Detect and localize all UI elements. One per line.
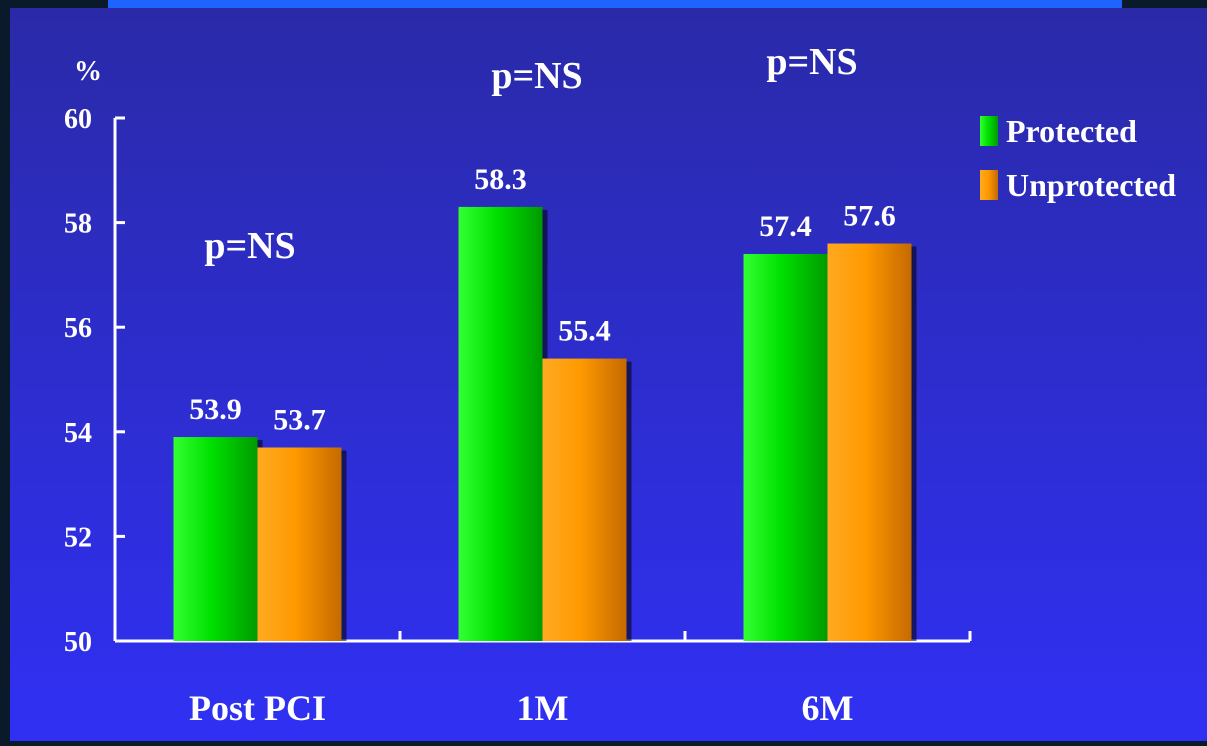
data-label: 53.7 (273, 403, 326, 436)
p-value-annotation: p=NS (766, 41, 857, 83)
data-label: 55.4 (558, 315, 611, 348)
bar-unprotected (542, 358, 627, 641)
legend-label: Unprotected (1006, 167, 1176, 203)
bar-protected (743, 253, 828, 642)
x-category-label: 6M (802, 688, 854, 728)
y-tick-label: 52 (64, 522, 92, 553)
x-category-label: Post PCI (189, 688, 326, 728)
legend: Protected Unprotected (980, 113, 1176, 203)
y-tick-label: 56 (64, 313, 92, 344)
x-category-label: 1M (517, 688, 569, 728)
p-value-annotation: p=NS (491, 55, 582, 97)
data-label: 57.4 (759, 210, 812, 243)
bar-protected (173, 437, 258, 641)
y-axis-label: % (74, 56, 102, 87)
y-tick-label: 58 (64, 209, 92, 240)
bars (173, 206, 917, 642)
p-value-annotation: p=NS (204, 225, 295, 267)
axes: 50 52 54 56 58 60% (64, 56, 972, 658)
bar-unprotected (827, 243, 912, 641)
y-tick-label: 50 (64, 627, 92, 658)
top-strip (108, 0, 1122, 8)
y-tick-label: 54 (64, 418, 92, 449)
data-label: 58.3 (474, 163, 527, 196)
legend-label: Protected (1006, 113, 1137, 149)
data-label: 53.9 (189, 393, 242, 426)
bar-unprotected (257, 447, 342, 641)
y-tick-label: 60 (64, 104, 92, 135)
labels: Post PCI 1M 6M 53.9 53.7 58.3 55.4 57.4 57.6 p=NS… (189, 41, 896, 728)
data-label: 57.6 (843, 200, 896, 233)
bar-protected (458, 206, 543, 641)
legend-swatch-protected (980, 116, 998, 146)
legend-swatch-unprotected (980, 170, 998, 200)
